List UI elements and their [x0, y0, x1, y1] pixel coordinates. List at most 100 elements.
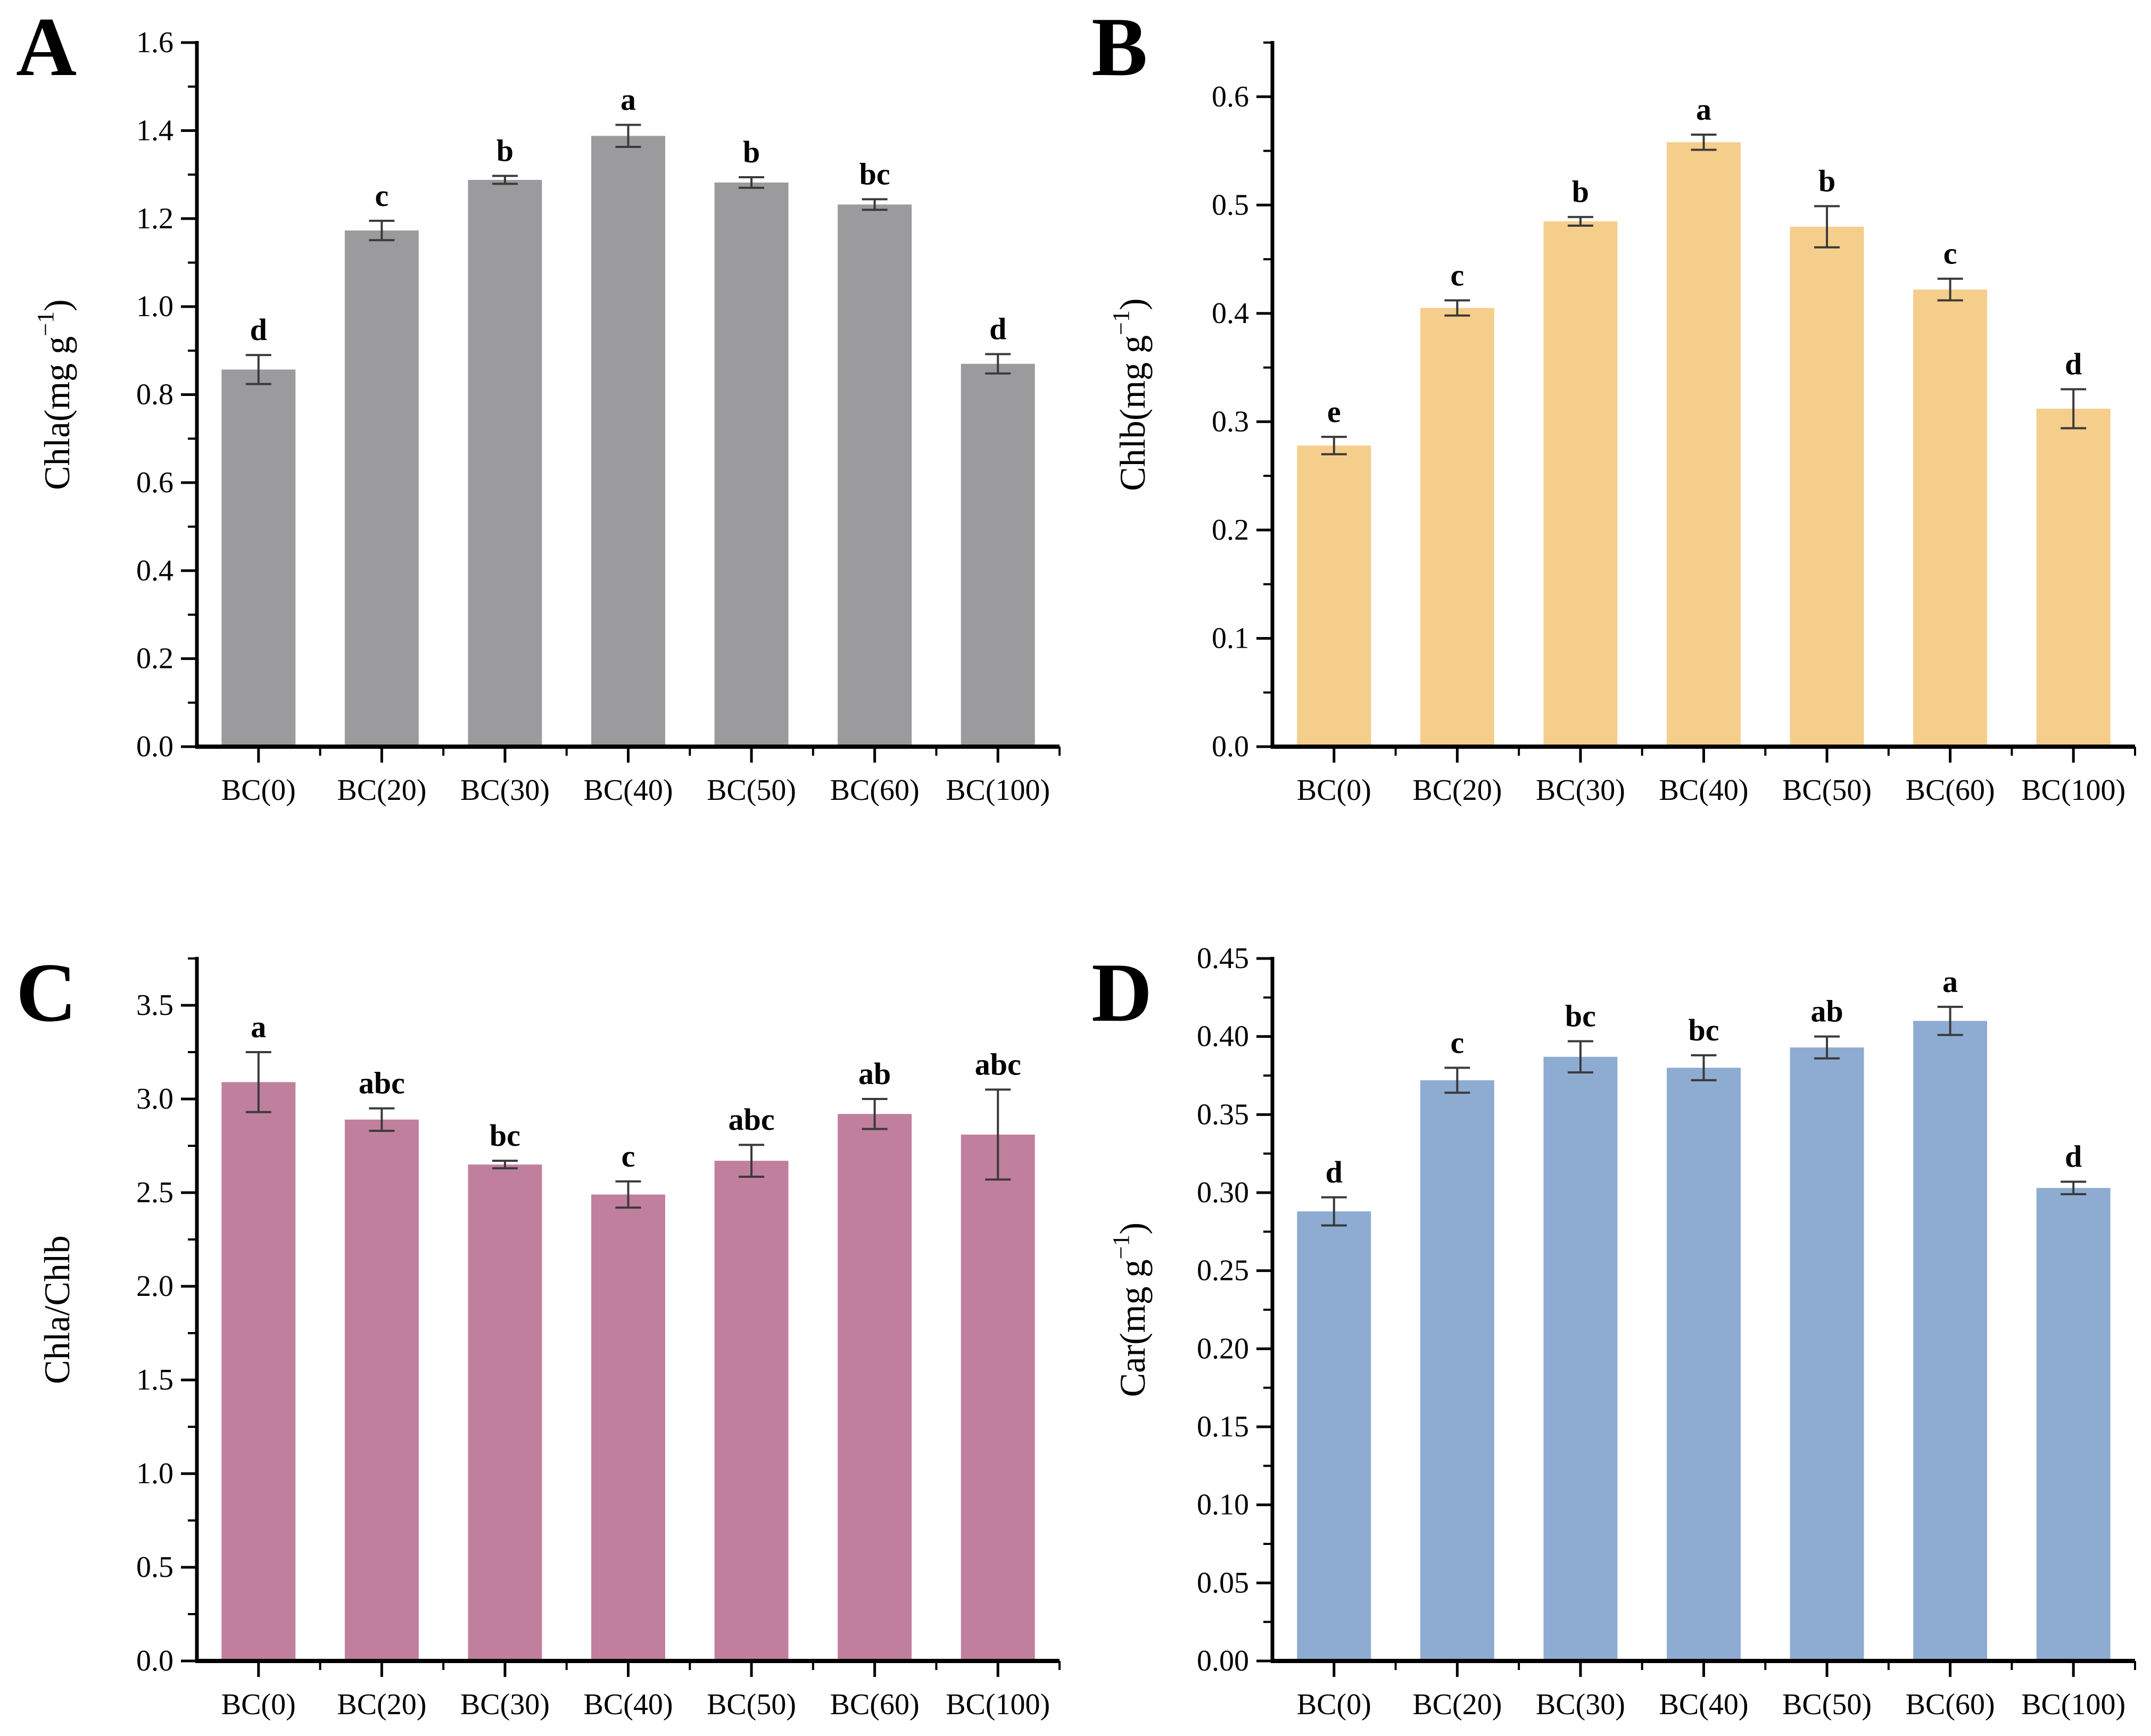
y-tick-label: 0.00: [1197, 1644, 1249, 1677]
x-tick-label-BC(60): BC(60): [1906, 1688, 1995, 1721]
y-tick-label: 0.30: [1197, 1176, 1249, 1209]
y-tick-label: 0.2: [1212, 514, 1249, 547]
y-tick-label: 0.6: [1212, 80, 1249, 113]
bar-BC(20): [1420, 1080, 1494, 1661]
sig-letter-BC(100): abc: [975, 1047, 1021, 1081]
panel-letter-c: C: [16, 946, 77, 1039]
bars: [221, 1082, 1035, 1661]
bar-BC(20): [344, 1119, 419, 1661]
x-tick-label-BC(60): BC(60): [830, 774, 920, 807]
x-ticks: BC(0) BC(20) BC(30) BC(40) BC(50) BC(60) BC(10…: [221, 1661, 1061, 1721]
error-bars: [245, 123, 1011, 385]
bar-BC(100): [2036, 408, 2111, 747]
sig-letter-BC(100): d: [2065, 1139, 2082, 1173]
sig-letter-BC(30): bc: [490, 1118, 520, 1153]
bars: [221, 136, 1035, 747]
x-tick-label-BC(40): BC(40): [584, 1688, 673, 1721]
y-axis-label: Chlb(mg g−1): [1108, 298, 1153, 491]
bar-BC(0): [1297, 1211, 1371, 1661]
x-tick-label-BC(50): BC(50): [1782, 1688, 1872, 1721]
sig-letter-BC(60): c: [1943, 236, 1957, 271]
panel-letter-d: D: [1091, 946, 1153, 1039]
y-axis-label: Chla(mg g−1): [32, 299, 77, 490]
y-tick-label: 0.45: [1197, 942, 1249, 975]
x-tick-label-BC(20): BC(20): [337, 774, 426, 807]
x-tick-label-BC(100): BC(100): [946, 1688, 1050, 1721]
y-tick-label: 2.5: [136, 1176, 173, 1209]
y-tick-label: 1.0: [136, 290, 173, 323]
y-tick-label: 0.5: [136, 1551, 173, 1584]
y-tick-label: 0.15: [1197, 1410, 1249, 1443]
sig-letter-BC(20): c: [1450, 258, 1464, 292]
bar-BC(50): [1790, 227, 1864, 747]
bar-BC(40): [1667, 1068, 1741, 1661]
x-tick-label-BC(50): BC(50): [707, 774, 796, 807]
sig-letter-BC(0): d: [1326, 1155, 1343, 1189]
sig-letter-BC(60): a: [1942, 964, 1958, 999]
error-bars: [245, 1051, 1011, 1209]
panel-letter-b: B: [1091, 1, 1148, 94]
sig-letter-BC(50): b: [1818, 163, 1835, 198]
y-tick-label: 1.6: [136, 26, 173, 59]
x-tick-label-BC(40): BC(40): [584, 774, 673, 807]
y-tick-label: 0.0: [136, 730, 173, 763]
bar-BC(0): [221, 369, 296, 747]
x-tick-label-BC(100): BC(100): [2021, 774, 2125, 807]
x-tick-label-BC(30): BC(30): [1536, 1688, 1625, 1721]
bar-BC(60): [838, 1114, 912, 1661]
bar-BC(30): [1543, 221, 1618, 747]
sig-letter-BC(50): ab: [1810, 994, 1843, 1029]
y-tick-label: 1.0: [136, 1457, 173, 1490]
sig-letter-BC(20): c: [1450, 1025, 1464, 1060]
y-tick-label: 1.4: [136, 114, 173, 147]
y-tick-label: 0.10: [1197, 1489, 1249, 1522]
x-tick-label-BC(0): BC(0): [221, 1688, 296, 1721]
y-ticks: 0.0 0.1 0.2 0.3 0.4 0.5 0.6: [1212, 42, 1272, 763]
sig-letter-BC(40): c: [622, 1139, 635, 1173]
y-tick-label: 0.20: [1197, 1332, 1249, 1365]
x-tick-label-BC(40): BC(40): [1659, 1688, 1749, 1721]
sig-letter-BC(20): abc: [359, 1066, 405, 1101]
sig-letter-BC(40): bc: [1689, 1013, 1719, 1047]
x-ticks: BC(0) BC(20) BC(30) BC(40) BC(50) BC(60) BC(10…: [1297, 747, 2136, 807]
bar-BC(60): [838, 204, 912, 747]
bar-BC(100): [961, 1134, 1035, 1661]
sig-letter-BC(30): b: [497, 134, 514, 168]
x-tick-label-BC(30): BC(30): [1536, 774, 1625, 807]
bar-BC(0): [221, 1082, 296, 1661]
bar-BC(100): [961, 363, 1035, 747]
sig-letters: d c bc bc ab a d: [1326, 964, 2082, 1189]
x-tick-label-BC(20): BC(20): [1412, 774, 1502, 807]
y-tick-label: 3.0: [136, 1082, 173, 1115]
sig-letter-BC(100): d: [2065, 346, 2082, 381]
y-tick-label: 0.8: [136, 378, 173, 411]
sig-letter-BC(30): b: [1572, 175, 1589, 209]
panel-letter-a: A: [16, 1, 77, 94]
panel-chla-chlb-ratio: C a abc bc c abc ab abc 0.0 0.5 1.0 1.5 2.0 2.5 3.0 3.…: [0, 868, 1076, 1736]
y-tick-label: 0.35: [1197, 1098, 1249, 1131]
chla-chlb-ratio-bar-chart: a abc bc c abc ab abc 0.0 0.5 1.0 1.5 2.0 2.5 3.0 3.5 B…: [37, 957, 1061, 1721]
sig-letter-BC(100): d: [989, 311, 1006, 346]
y-axis-label: Chla/Chlb: [37, 1235, 77, 1384]
x-tick-label-BC(20): BC(20): [337, 1688, 426, 1721]
y-tick-label: 0.25: [1197, 1254, 1249, 1287]
sig-letter-BC(50): abc: [729, 1102, 775, 1137]
bar-BC(30): [1543, 1056, 1618, 1661]
x-tick-label-BC(0): BC(0): [221, 774, 296, 807]
sig-letter-BC(40): a: [621, 82, 636, 117]
bars: [1297, 1021, 2111, 1661]
sig-letter-BC(60): ab: [858, 1056, 891, 1091]
x-tick-label-BC(50): BC(50): [707, 1688, 796, 1721]
x-tick-label-BC(60): BC(60): [830, 1688, 920, 1721]
y-tick-label: 0.5: [1212, 188, 1249, 221]
x-tick-label-BC(30): BC(30): [460, 1688, 550, 1721]
x-tick-label-BC(0): BC(0): [1297, 1688, 1371, 1721]
y-tick-label: 3.5: [136, 989, 173, 1022]
panel-chla: A d c b a b bc d 0.0 0.2 0.4 0.6 0.8 1.0 1.2 1.4 1.6 BC(…: [0, 0, 1076, 868]
bar-BC(40): [591, 136, 665, 747]
error-bars: [1321, 1005, 2087, 1227]
bar-BC(30): [468, 1164, 542, 1661]
y-tick-label: 0.0: [1212, 730, 1249, 763]
y-tick-label: 1.5: [136, 1363, 173, 1396]
